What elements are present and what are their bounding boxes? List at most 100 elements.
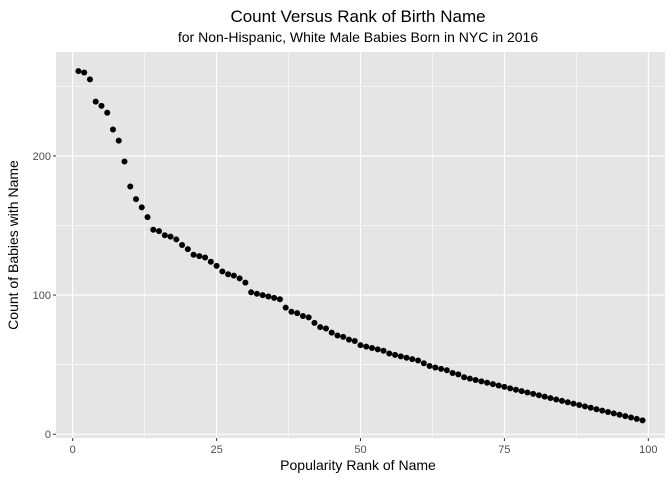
data-point xyxy=(156,228,163,235)
data-point xyxy=(75,68,82,75)
data-point xyxy=(443,367,450,374)
data-point xyxy=(271,294,278,301)
data-point xyxy=(553,396,560,403)
data-point xyxy=(438,365,445,372)
data-point xyxy=(150,226,157,233)
data-point xyxy=(207,258,214,265)
data-point xyxy=(161,232,168,239)
data-point xyxy=(380,347,387,354)
data-point xyxy=(633,415,640,422)
data-point xyxy=(610,410,617,417)
data-point xyxy=(219,268,226,275)
data-point xyxy=(518,388,525,395)
data-point xyxy=(86,76,93,83)
data-point xyxy=(236,275,243,282)
y-axis-ticks: 0 100 200 xyxy=(33,151,56,441)
data-point xyxy=(328,329,335,336)
data-point xyxy=(127,183,134,190)
data-point xyxy=(202,254,209,261)
x-axis-ticks: 0 25 50 75 100 xyxy=(70,438,657,456)
data-point xyxy=(184,246,191,253)
data-point xyxy=(305,314,312,321)
data-point xyxy=(334,332,341,339)
data-point xyxy=(265,293,272,300)
data-point xyxy=(455,371,462,378)
data-point xyxy=(616,411,623,418)
data-point xyxy=(138,204,145,211)
data-point xyxy=(524,389,531,396)
data-point xyxy=(409,356,416,363)
data-point xyxy=(628,414,635,421)
data-point xyxy=(248,289,255,296)
y-tick-label: 0 xyxy=(45,429,51,441)
data-point xyxy=(622,413,629,420)
data-point xyxy=(415,357,422,364)
data-point xyxy=(357,342,364,349)
data-point xyxy=(351,338,358,345)
data-point xyxy=(495,382,502,389)
y-tick-label: 200 xyxy=(33,151,51,163)
data-point xyxy=(288,308,295,315)
data-point xyxy=(179,242,186,248)
data-point xyxy=(317,324,324,331)
data-point xyxy=(501,383,508,390)
data-point xyxy=(144,214,151,221)
data-point xyxy=(81,69,88,76)
data-point xyxy=(564,399,571,406)
data-point xyxy=(461,374,468,381)
data-point xyxy=(570,400,577,407)
data-point xyxy=(599,407,606,414)
chart-title: Count Versus Rank of Birth Name xyxy=(230,7,485,26)
data-point xyxy=(432,364,439,371)
data-point xyxy=(115,137,122,144)
data-point xyxy=(449,370,456,377)
chart-subtitle: for Non-Hispanic, White Male Babies Born… xyxy=(178,29,538,45)
data-point xyxy=(253,290,260,297)
data-point xyxy=(547,395,554,402)
data-point xyxy=(374,346,381,353)
data-point xyxy=(369,344,376,351)
data-point xyxy=(92,98,99,105)
data-point xyxy=(420,360,427,367)
data-point xyxy=(535,392,542,399)
data-point xyxy=(98,102,105,109)
x-tick-label: 25 xyxy=(210,444,222,456)
data-point xyxy=(397,353,404,360)
major-gridlines xyxy=(56,52,665,438)
data-point xyxy=(593,406,600,413)
data-point xyxy=(581,403,588,410)
data-point xyxy=(541,393,548,400)
data-point xyxy=(605,408,612,415)
data-point xyxy=(639,417,646,424)
data-point xyxy=(386,350,393,357)
x-tick-label: 100 xyxy=(639,444,657,456)
data-point xyxy=(403,354,410,361)
data-point xyxy=(276,296,283,303)
data-point xyxy=(363,343,370,350)
y-tick-label: 100 xyxy=(33,290,51,302)
data-point xyxy=(322,325,329,332)
data-point xyxy=(109,126,116,133)
data-point xyxy=(294,310,301,317)
data-points xyxy=(75,68,646,424)
data-point xyxy=(507,385,514,392)
data-point xyxy=(299,312,306,319)
data-point xyxy=(173,236,180,243)
data-point xyxy=(345,336,352,343)
data-point xyxy=(472,376,479,383)
data-point xyxy=(489,381,496,388)
data-point xyxy=(340,333,347,340)
data-point xyxy=(242,279,249,286)
y-axis-title: Count of Babies with Name xyxy=(5,160,21,330)
data-point xyxy=(576,402,583,409)
data-point xyxy=(478,378,485,385)
data-point xyxy=(530,390,537,397)
data-point xyxy=(311,319,318,326)
data-point xyxy=(587,404,594,411)
data-point xyxy=(167,233,174,240)
x-tick-label: 50 xyxy=(354,444,366,456)
data-point xyxy=(121,158,128,165)
x-axis-title: Popularity Rank of Name xyxy=(280,457,436,473)
data-point xyxy=(392,351,399,358)
x-tick-label: 0 xyxy=(70,444,76,456)
